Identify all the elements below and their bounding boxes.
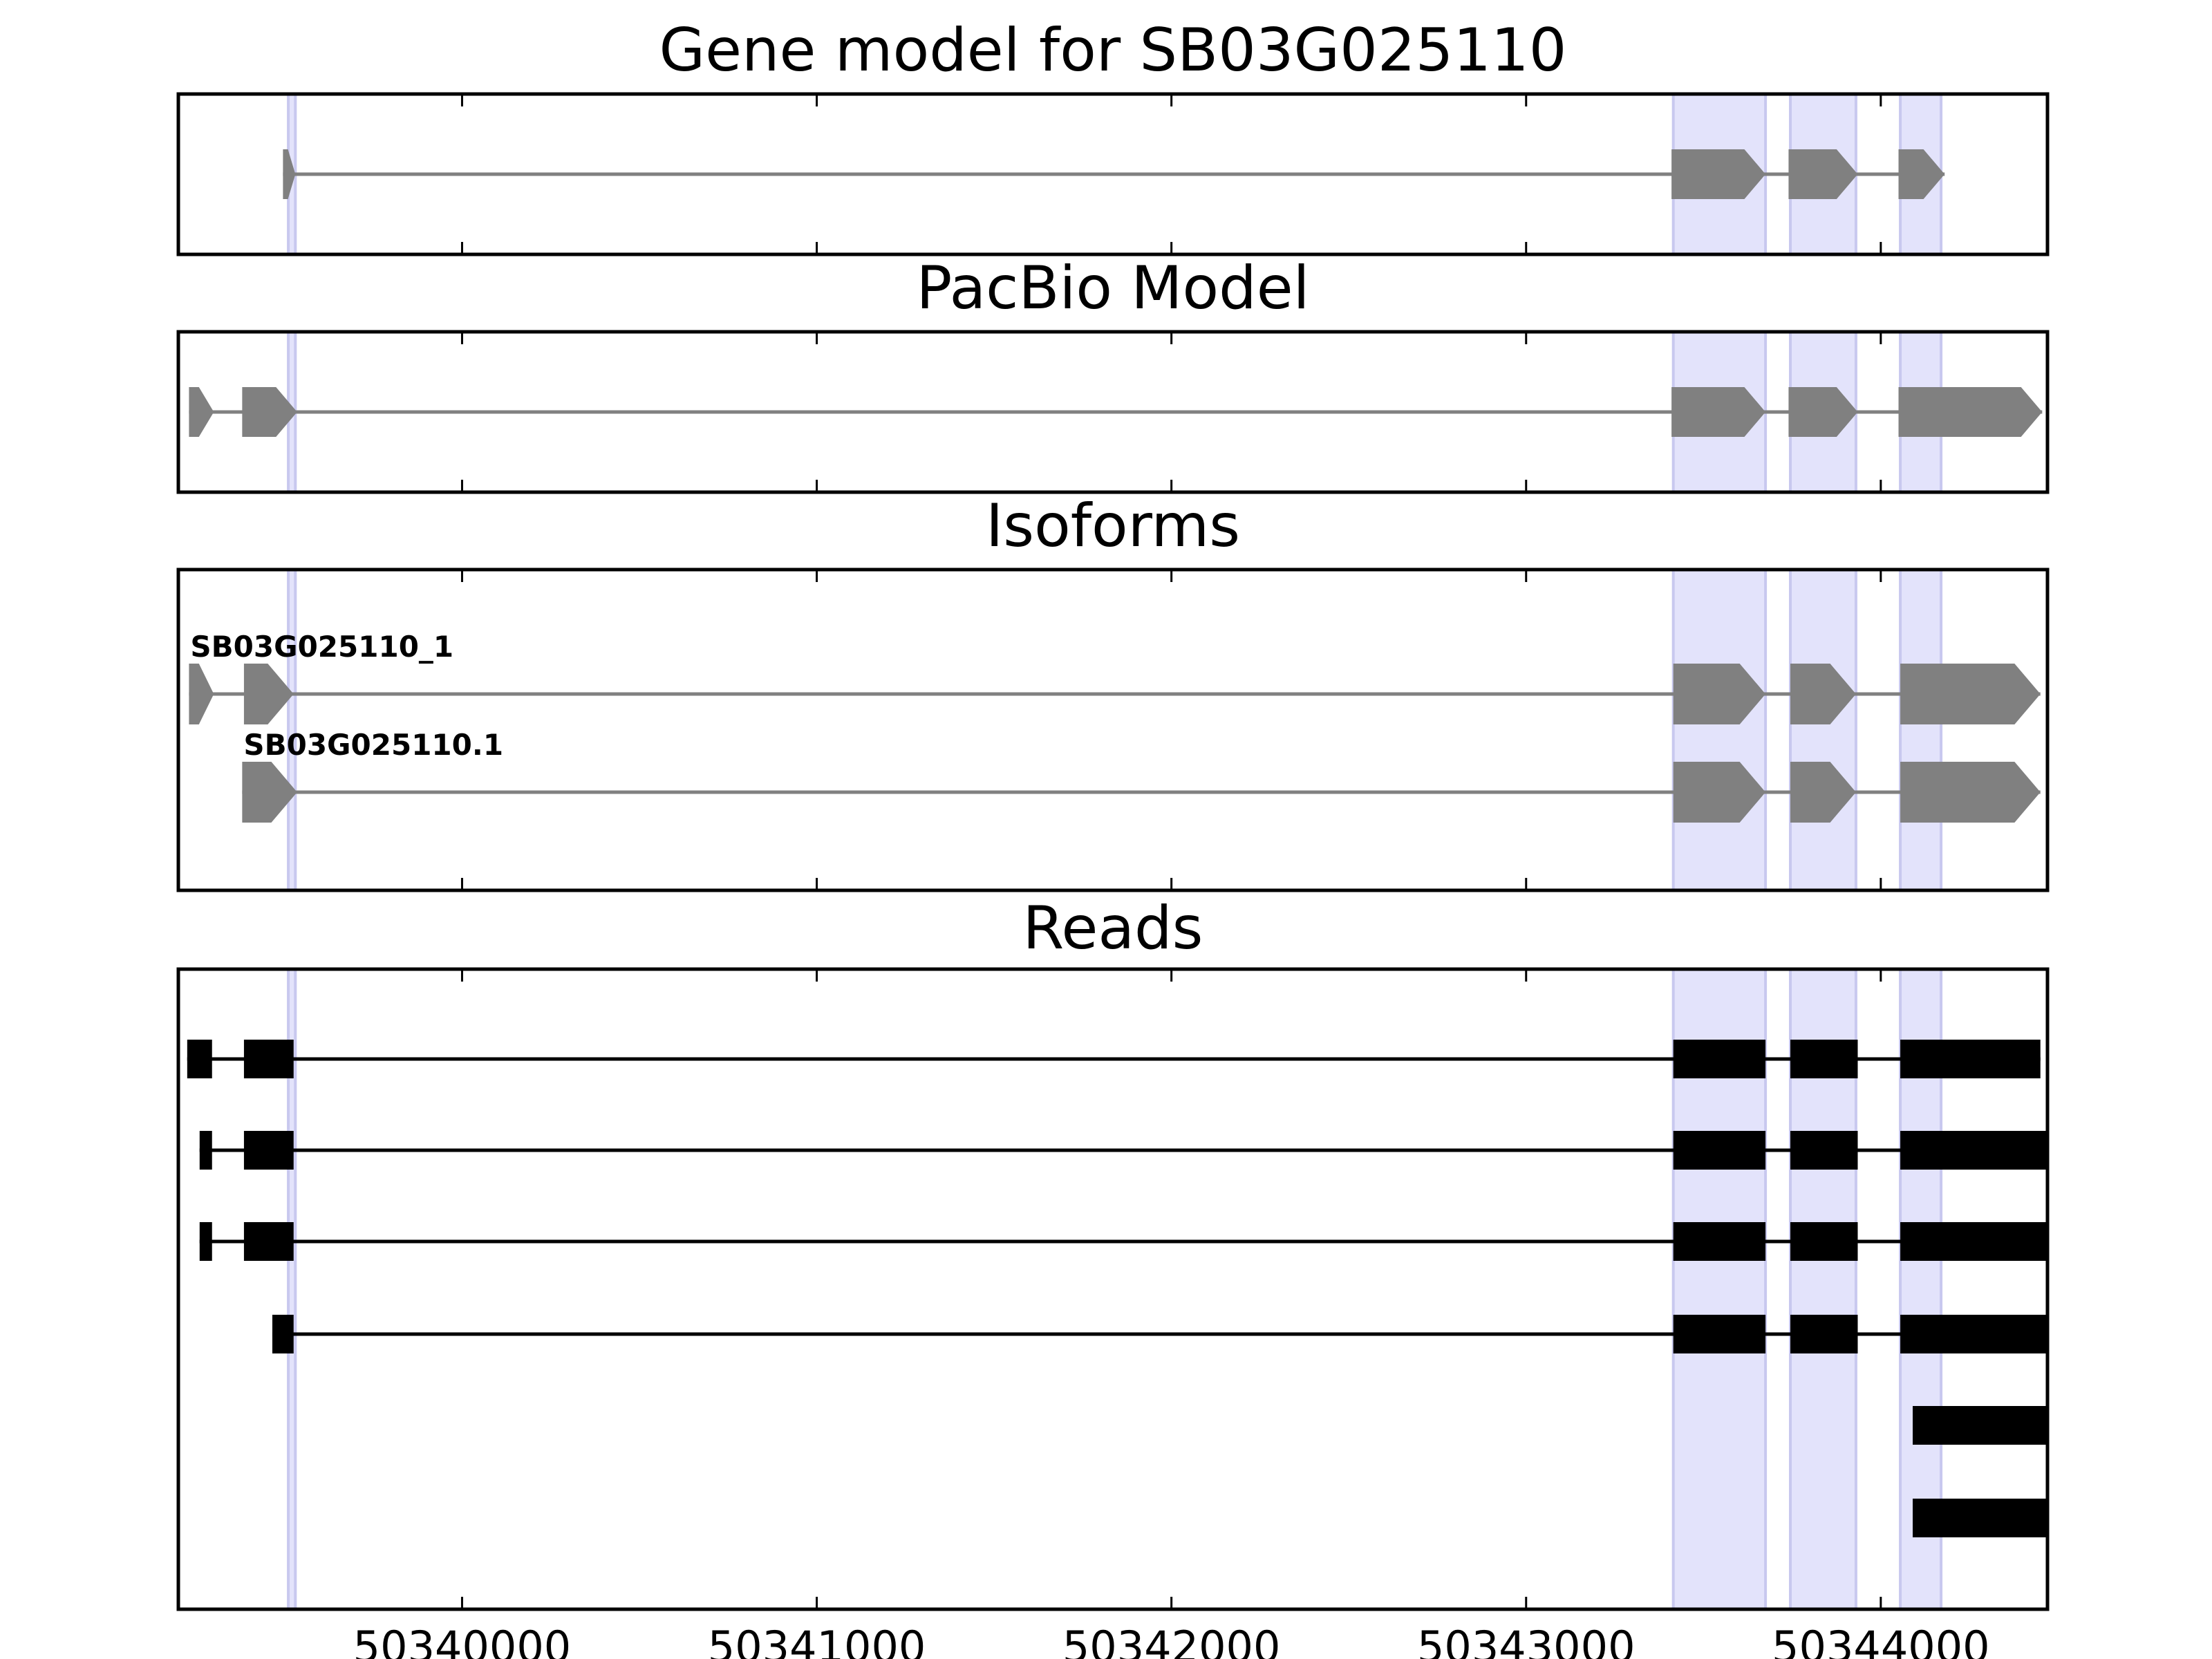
read-track [199,1222,2047,1261]
x-tick-label: 50341000 [708,1622,926,1659]
panel-isoforms: SB03G025110_1 SB03G025110.1 Isoforms [176,491,2050,892]
panel-frame [176,330,2050,494]
transcript-track: SB03G025110_1 [189,630,2041,724]
panel-frame [176,92,2050,256]
panel-title: PacBio Model [916,254,1309,323]
exon-arrow [1673,762,1766,823]
isoform-label: SB03G025110_1 [190,630,453,664]
exon-arrow [1671,387,1766,437]
x-tick-label: 50342000 [1062,1622,1281,1659]
exon-arrow [189,387,214,437]
read-block [1673,1222,1766,1261]
exon-arrow [1900,664,2041,724]
panel-pacbio: PacBio Model [176,254,2050,494]
read-track [1913,1406,2047,1445]
read-block [1900,1315,2047,1353]
panel-title: Reads [1023,894,1203,963]
panel-frame [176,568,2050,892]
read-block [243,1040,294,1078]
exon-arrow [1790,664,1856,724]
panel-title: Isoforms [986,491,1240,561]
read-track [187,1040,2041,1078]
read-block [187,1040,212,1078]
exon-arrow [242,762,297,823]
exon-arrow [1790,762,1856,823]
exon-arrow [1900,762,2041,823]
exon-arrow [242,387,297,437]
read-block [1790,1315,1858,1353]
read-block [1790,1222,1858,1261]
read-block [1913,1499,2047,1537]
read-track [1913,1499,2047,1537]
read-block [1790,1040,1858,1078]
exon-arrow [283,149,296,199]
highlight-region [1671,568,1768,892]
panel-gene-model: Gene model for SB03G025110 [176,16,2050,256]
x-tick-label: 50340000 [353,1622,572,1659]
panel-reads: Reads [176,894,2050,1611]
read-block [1673,1040,1766,1078]
exon-arrow [189,664,214,724]
exon-arrow [1898,149,1945,199]
read-block [1900,1222,2047,1261]
x-tick-label: 50343000 [1417,1622,1635,1659]
read-track [272,1315,2047,1353]
read-block [1673,1315,1766,1353]
exon-arrow [1673,664,1766,724]
exon-arrow [1898,387,2043,437]
read-block [272,1315,294,1353]
panel-title: Gene model for SB03G025110 [659,16,1567,85]
read-block [1673,1131,1766,1170]
read-block [243,1222,294,1261]
exon-arrow [1671,149,1766,199]
read-block [1900,1131,2047,1170]
exon-arrow [1788,387,1858,437]
exon-arrow [243,664,294,724]
x-tick-label: 50344000 [1772,1622,1990,1659]
exon-arrow [1788,149,1858,199]
transcript-track [283,149,1945,199]
read-block [1913,1406,2047,1445]
read-track [199,1131,2047,1170]
highlight-region [1789,568,1857,892]
panel-frame [176,967,2050,1611]
read-block [1900,1040,2041,1078]
highlight-region [1899,568,1943,892]
transcript-track [189,387,2043,437]
read-block [1790,1131,1858,1170]
read-block [243,1131,294,1170]
isoform-label: SB03G025110.1 [243,728,503,762]
read-block [199,1131,212,1170]
read-block [199,1222,212,1261]
transcript-track: SB03G025110.1 [242,728,2041,823]
